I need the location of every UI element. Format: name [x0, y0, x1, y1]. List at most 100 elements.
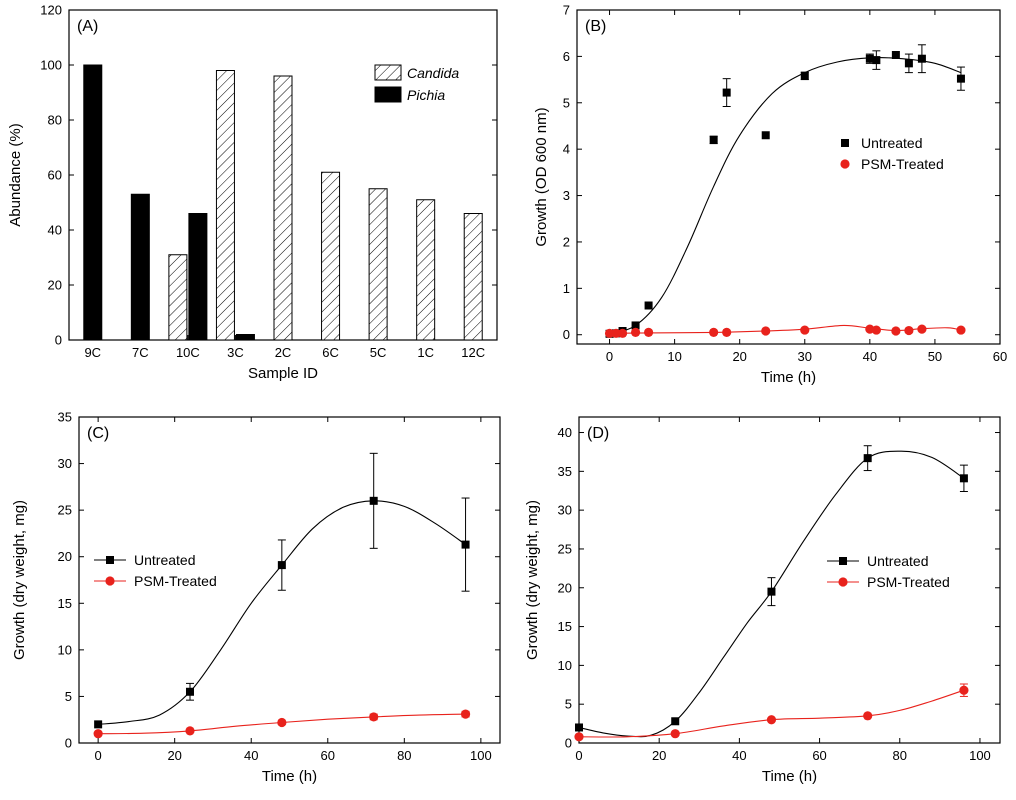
bar-candida [368, 188, 388, 341]
x-tick-label: 20 [732, 349, 746, 364]
x-tick-label: 80 [397, 748, 411, 763]
data-point-psm-treated [369, 712, 379, 722]
x-tick-label: 10 [667, 349, 681, 364]
y-tick-label: 5 [565, 697, 572, 712]
y-tick-label: 30 [58, 456, 72, 471]
data-point-untreated [863, 454, 872, 463]
data-point-untreated [369, 496, 378, 505]
panel-d-line-chart: 0 5 10 15 20 25 30 35 40 0 20 40 60 80 100 (D) Time (… [524, 416, 1001, 785]
data-point-psm-treated [604, 328, 615, 338]
data-point-psm-treated [185, 726, 195, 736]
panel-label: (D) [587, 425, 609, 442]
x-tick-label: 100 [470, 748, 492, 763]
bar-candida [463, 213, 483, 341]
x-tick-label: 0 [575, 748, 582, 763]
data-point-psm-treated [277, 717, 287, 728]
y-axis-label: Growth (dry weight, mg) [11, 500, 28, 660]
x-axis-label: Time (h) [262, 768, 317, 785]
x-axis-label: Sample ID [248, 365, 318, 382]
data-point-untreated [872, 56, 881, 65]
y-tick-label: 20 [558, 580, 572, 595]
data-point-psm-treated [460, 709, 471, 719]
data-point-untreated [644, 301, 653, 310]
x-axis-label: Time (h) [761, 369, 816, 386]
y-tick-label: 10 [558, 658, 572, 673]
data-point-untreated [461, 540, 470, 549]
y-tick-label: 0 [565, 736, 572, 751]
y-axis-label: Abundance (%) [7, 123, 24, 226]
legend-label-psm-treated: PSM-Treated [134, 573, 217, 589]
data-point-untreated [185, 687, 194, 696]
y-tick-label: 6 [563, 49, 570, 64]
legend-swatch-candida [374, 64, 402, 81]
x-tick-label: 7C [132, 345, 149, 360]
data-point-psm-treated [670, 729, 680, 739]
x-ticks: 0 10 20 30 40 50 60 [606, 10, 1007, 364]
legend-label-untreated: Untreated [861, 135, 922, 151]
data-point-psm-treated [93, 729, 103, 739]
y-tick-label: 5 [65, 689, 72, 704]
bar-pichia [235, 334, 255, 341]
data-point-psm-treated [959, 685, 969, 695]
y-tick-label: 100 [40, 58, 62, 73]
data-point-psm-treated [761, 326, 771, 336]
data-point-untreated [761, 131, 770, 140]
legend-marker-psm-treated [94, 576, 126, 586]
data-point-untreated [575, 723, 583, 732]
legend-label-untreated: Untreated [867, 553, 928, 569]
data-point-untreated [277, 561, 286, 570]
y-tick-label: 0 [65, 736, 72, 751]
y-tick-label: 20 [58, 549, 72, 564]
x-tick-label: 60 [812, 748, 826, 763]
y-tick-label: 60 [48, 168, 62, 183]
y-axis-label: Growth (dry weight, mg) [524, 500, 541, 660]
x-tick-label: 80 [893, 748, 907, 763]
x-tick-label: 2C [275, 345, 292, 360]
fit-line-untreated [609, 57, 962, 335]
data-point-untreated [800, 71, 809, 80]
legend-marker-shape [106, 556, 114, 564]
legend-marker-shape [840, 159, 850, 169]
y-tick-label: 15 [558, 619, 572, 634]
y-tick-label: 15 [58, 596, 72, 611]
x-ticks: 9C 7C 10C 3C 2C 6C 5C 1C 12C [84, 335, 485, 360]
data-point-untreated [671, 717, 680, 726]
legend-label-untreated: Untreated [134, 552, 195, 568]
legend-swatch-pichia [374, 86, 402, 103]
x-tick-label: 0 [606, 349, 613, 364]
bar-pichia [130, 193, 150, 341]
legend-label-psm-treated: PSM-Treated [861, 156, 944, 172]
legend-marker-untreated [94, 556, 126, 564]
legend-marker-psm-treated [827, 577, 859, 587]
x-axis-label: Time (h) [762, 768, 817, 785]
data-point-untreated [917, 54, 926, 63]
data-point-untreated [631, 321, 640, 330]
data-point-psm-treated [722, 327, 732, 338]
legend-marker-shape [105, 576, 115, 586]
series-marks [604, 44, 966, 338]
fit-line-psm-treated [578, 689, 965, 738]
data-point-untreated [865, 54, 874, 63]
y-tick-label: 2 [563, 234, 570, 249]
bar-candida [416, 199, 436, 341]
y-tick-label: 25 [558, 541, 572, 556]
data-point-psm-treated [863, 711, 873, 721]
bar-candida [168, 254, 188, 341]
y-tick-label: 35 [58, 410, 72, 425]
x-tick-label: 60 [321, 748, 335, 763]
y-tick-label: 5 [563, 95, 570, 110]
fit-line-untreated [98, 500, 466, 725]
y-tick-label: 30 [558, 503, 572, 518]
x-tick-label: 40 [244, 748, 258, 763]
x-ticks: 0 20 40 60 80 100 [575, 417, 991, 763]
data-point-psm-treated [617, 328, 628, 338]
fit-line-psm-treated [609, 324, 962, 334]
data-point-untreated [767, 587, 776, 596]
data-point-untreated [94, 720, 103, 729]
x-tick-label: 40 [732, 748, 746, 763]
panel-label: (C) [87, 425, 109, 442]
y-axis-label: Growth (OD 600 nm) [533, 107, 550, 246]
y-tick-label: 0 [55, 333, 62, 348]
legend-marker-shape [838, 577, 848, 587]
